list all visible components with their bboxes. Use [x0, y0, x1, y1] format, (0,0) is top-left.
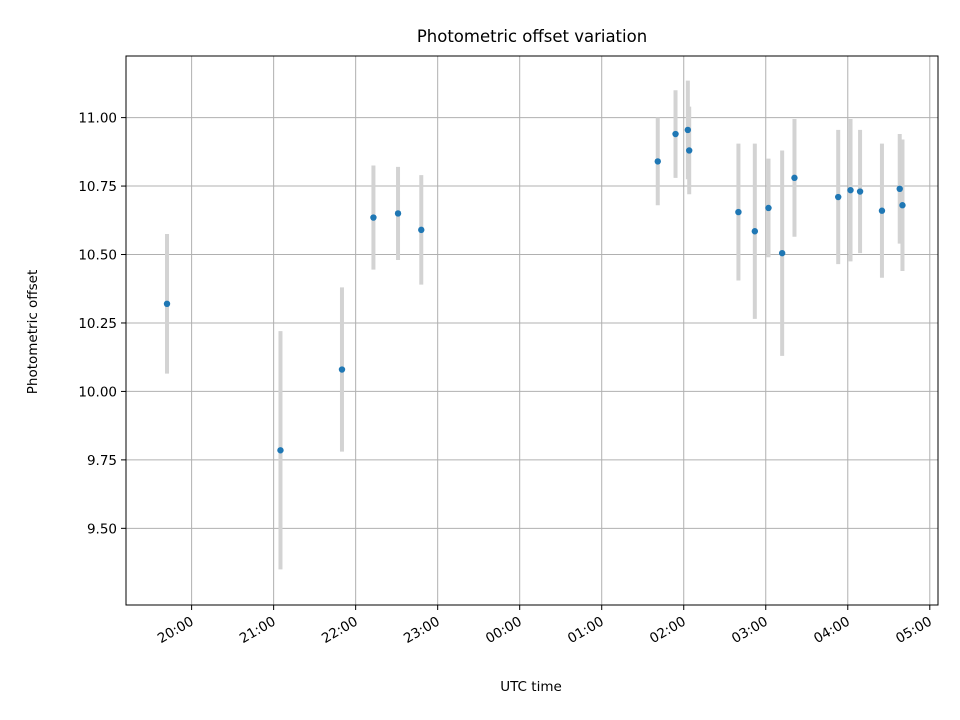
y-tick-label: 10.25 [78, 316, 117, 332]
data-points [163, 126, 906, 454]
y-tick-label: 10.50 [78, 248, 117, 264]
x-axis-label: UTC time [500, 679, 562, 695]
data-point [338, 366, 346, 373]
y-tick-label: 9.75 [87, 453, 117, 469]
data-point [654, 158, 661, 165]
data-point [370, 214, 377, 221]
data-point [896, 185, 903, 193]
data-point [686, 147, 693, 154]
data-point [163, 300, 171, 308]
data-point [847, 186, 854, 194]
y-tick-label: 9.50 [87, 521, 117, 537]
data-point [791, 174, 798, 182]
plot-frame [125, 55, 939, 606]
y-axis-label: Photometric offset [25, 270, 41, 394]
data-point [878, 207, 886, 214]
data-point [765, 204, 772, 212]
data-point [751, 228, 759, 235]
y-tick-label: 11.00 [78, 111, 117, 127]
data-point [778, 249, 786, 257]
data-point [394, 210, 402, 217]
data-point [899, 202, 906, 209]
data-point [672, 130, 679, 138]
data-point [418, 226, 425, 234]
data-point [735, 208, 742, 216]
grid-lines [126, 56, 938, 605]
data-point [835, 193, 842, 201]
data-point [856, 188, 864, 195]
y-axis-ticks: 9.50 9.75 10.00 10.25 10.50 10.75 11.00 [78, 111, 126, 537]
data-point [684, 126, 692, 134]
y-tick-label: 10.75 [78, 179, 117, 195]
y-tick-label: 10.00 [78, 384, 117, 400]
chart-title: Photometric offset variation [417, 27, 647, 46]
data-point [277, 447, 284, 454]
